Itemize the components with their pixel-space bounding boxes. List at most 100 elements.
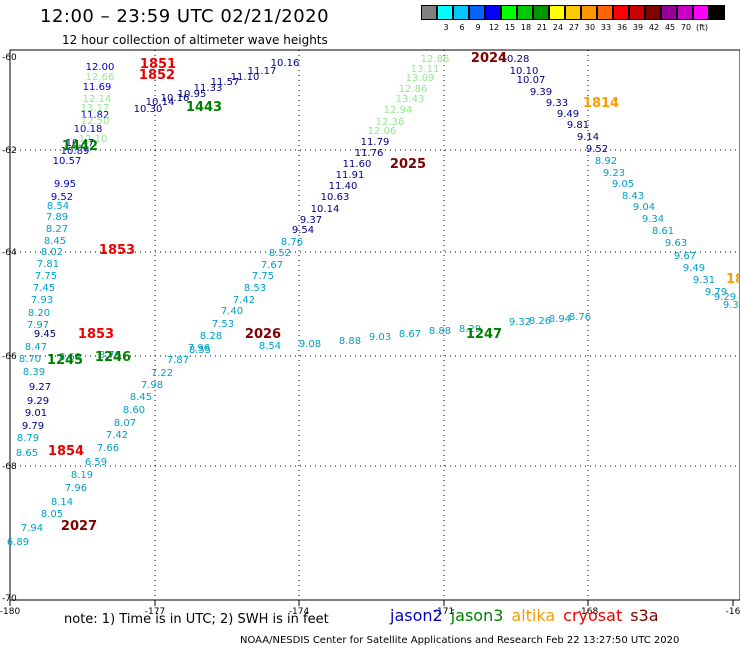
- swh-observation: 7.94: [21, 523, 43, 534]
- swh-observation: 8.39: [23, 367, 45, 378]
- colorbar-label: 24: [552, 23, 564, 32]
- swh-observation: 11.69: [83, 82, 112, 93]
- swh-observation: 8.43: [622, 191, 644, 202]
- colorbar-swatch: (ft): [693, 5, 710, 32]
- swh-observation: 9.79: [705, 287, 727, 298]
- swh-observation: 8.26: [529, 316, 551, 327]
- swh-observation: 9.39: [530, 87, 552, 98]
- legend-entry-jason3: jason3: [450, 606, 504, 625]
- swh-observation: 7.96: [188, 343, 210, 354]
- swh-observation: 11.91: [336, 170, 365, 181]
- swh-observation: 12.66: [86, 72, 115, 83]
- pass-time-label: 2024: [471, 51, 507, 66]
- swh-observation: 9.67: [674, 251, 696, 262]
- colorbar-label: 27: [568, 23, 580, 32]
- pass-time-label: 2026: [245, 327, 281, 342]
- swh-observation: 12.14: [83, 94, 112, 105]
- swh-observation: 6.59: [85, 457, 107, 468]
- swh-observation: 8.02: [41, 247, 63, 258]
- swh-observation: 9.45: [34, 329, 56, 340]
- swh-observation: 8.20: [28, 308, 50, 319]
- swh-observation: 10.89: [61, 146, 90, 157]
- x-tick-label: -171: [434, 607, 454, 617]
- swh-observation: 9.14: [577, 132, 599, 143]
- swh-observation: 9.03: [369, 332, 391, 343]
- wave-height-colorbar: 3 6 9 12 15 18 21 24 27 30 33 36 39 42 45 70 (ft): [421, 5, 726, 32]
- swh-observation: 9.52: [586, 144, 608, 155]
- swh-observation: 7.45: [33, 283, 55, 294]
- x-tick-label: -177: [145, 607, 165, 617]
- colorbar-label: 70: [680, 23, 692, 32]
- swh-observation: 8.45: [44, 236, 66, 247]
- swh-observation: 8.52: [269, 248, 291, 259]
- swh-observation: 10.07: [517, 75, 546, 86]
- swh-observation: 9.63: [665, 238, 687, 249]
- swh-observation: 9.37: [300, 215, 322, 226]
- x-tick-label: -180: [0, 607, 20, 617]
- swh-observation: 7.66: [97, 443, 119, 454]
- x-tick-label: -174: [289, 607, 310, 617]
- legend-entry-cryosat: cryosat: [563, 606, 623, 625]
- swh-observation: 7.81: [37, 259, 59, 270]
- colorbar-label: 18: [520, 23, 532, 32]
- colorbar-label: 21: [536, 23, 548, 32]
- swh-observation: 10.16: [161, 93, 190, 104]
- colorbar-swatch: 18: [517, 5, 534, 32]
- swh-observation: 12.86: [421, 54, 450, 65]
- pass-time-label: 1854: [48, 444, 84, 459]
- swh-observation: 10.63: [321, 192, 350, 203]
- swh-observation: 7.75: [35, 271, 57, 282]
- swh-observation: 8.92: [595, 156, 617, 167]
- colorbar-swatch: 24: [549, 5, 566, 32]
- swh-observation: 10.57: [53, 156, 82, 167]
- swh-observation: 8.29: [459, 324, 481, 335]
- swh-observation: 8.14: [51, 497, 73, 508]
- swh-observation: 8.47: [25, 342, 47, 353]
- satellite-legend: jason2 jason3 altika cryosat s3a: [390, 606, 659, 625]
- colorbar-label: 3: [443, 23, 449, 32]
- swh-observation: 8.79: [99, 350, 121, 361]
- colorbar-swatch: 70: [677, 5, 694, 32]
- swh-observation: 12.50: [81, 116, 110, 127]
- swh-observation: 12.00: [86, 62, 115, 73]
- swh-observation: 8.54: [259, 341, 281, 352]
- colorbar-label: 12: [488, 23, 500, 32]
- swh-observation: 9.23: [603, 168, 625, 179]
- colorbar-swatch: 33: [597, 5, 614, 32]
- swh-observation: 13.43: [396, 94, 425, 105]
- swh-observation: 12.36: [376, 117, 405, 128]
- swh-observation: 9.04: [633, 202, 655, 213]
- colorbar-label: 6: [459, 23, 465, 32]
- swh-observation: 10.47: [66, 138, 95, 149]
- colorbar-label: 42: [648, 23, 660, 32]
- swh-observation: 10.14: [146, 97, 175, 108]
- swh-observation: 11.40: [329, 181, 358, 192]
- swh-observation: 12.10: [79, 134, 108, 145]
- colorbar-label: 45: [664, 23, 676, 32]
- swh-observation: 7.96: [65, 483, 87, 494]
- colorbar-swatch: 45: [661, 5, 678, 32]
- swh-observation: 9.01: [25, 408, 47, 419]
- swh-observation: 9.49: [683, 263, 705, 274]
- swh-observation: 7.93: [31, 295, 53, 306]
- swh-observation: 8.76: [281, 237, 303, 248]
- swh-observation: 9.34: [642, 214, 664, 225]
- swh-observation: 9.05: [612, 179, 634, 190]
- swh-observation: 11.82: [81, 110, 110, 121]
- swh-observation: 10.30: [134, 104, 163, 115]
- swh-observation: 7.53: [212, 319, 234, 330]
- y-tick-label: -64: [2, 248, 17, 258]
- swh-observation: 8.67: [399, 329, 421, 340]
- y-tick-label: -60: [2, 53, 17, 63]
- swh-observation: 12.06: [368, 126, 397, 137]
- colorbar-label: 9: [475, 23, 481, 32]
- legend-entry-s3a: s3a: [630, 606, 659, 625]
- pass-time-label: 1851: [140, 57, 176, 72]
- swh-observation: 7.89: [46, 212, 68, 223]
- swh-observation: 11.33: [194, 83, 223, 94]
- pass-time-label: 1442: [62, 139, 98, 154]
- swh-observation: 7.42: [233, 295, 255, 306]
- swh-observation: 8.07: [114, 418, 136, 429]
- swh-observation: 7.22: [151, 368, 173, 379]
- swh-observation: 9.54: [292, 225, 314, 236]
